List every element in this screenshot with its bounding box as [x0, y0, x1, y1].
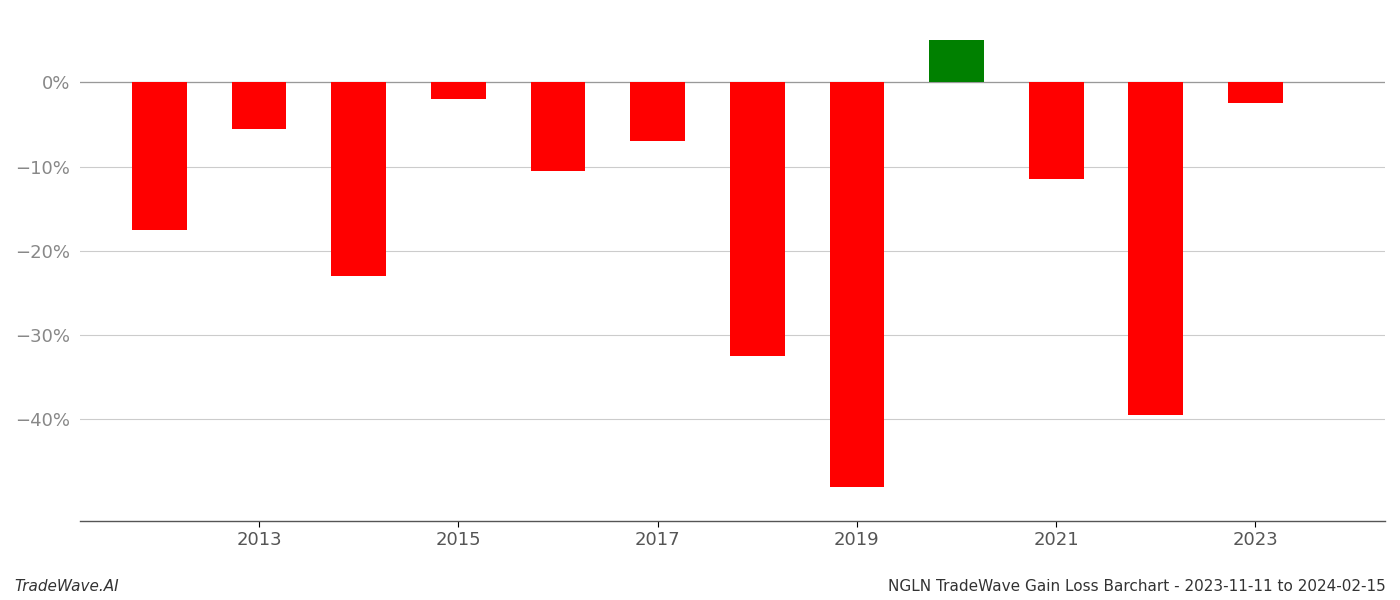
Bar: [431, 82, 486, 99]
Bar: [231, 82, 287, 129]
Text: NGLN TradeWave Gain Loss Barchart - 2023-11-11 to 2024-02-15: NGLN TradeWave Gain Loss Barchart - 2023…: [888, 579, 1386, 594]
Bar: [729, 82, 784, 356]
Bar: [1228, 82, 1282, 103]
Bar: [531, 82, 585, 171]
Bar: [132, 82, 186, 230]
Bar: [930, 40, 984, 82]
Bar: [1128, 82, 1183, 415]
Bar: [830, 82, 885, 487]
Text: TradeWave.AI: TradeWave.AI: [14, 579, 119, 594]
Bar: [332, 82, 386, 276]
Bar: [630, 82, 685, 142]
Bar: [1029, 82, 1084, 179]
